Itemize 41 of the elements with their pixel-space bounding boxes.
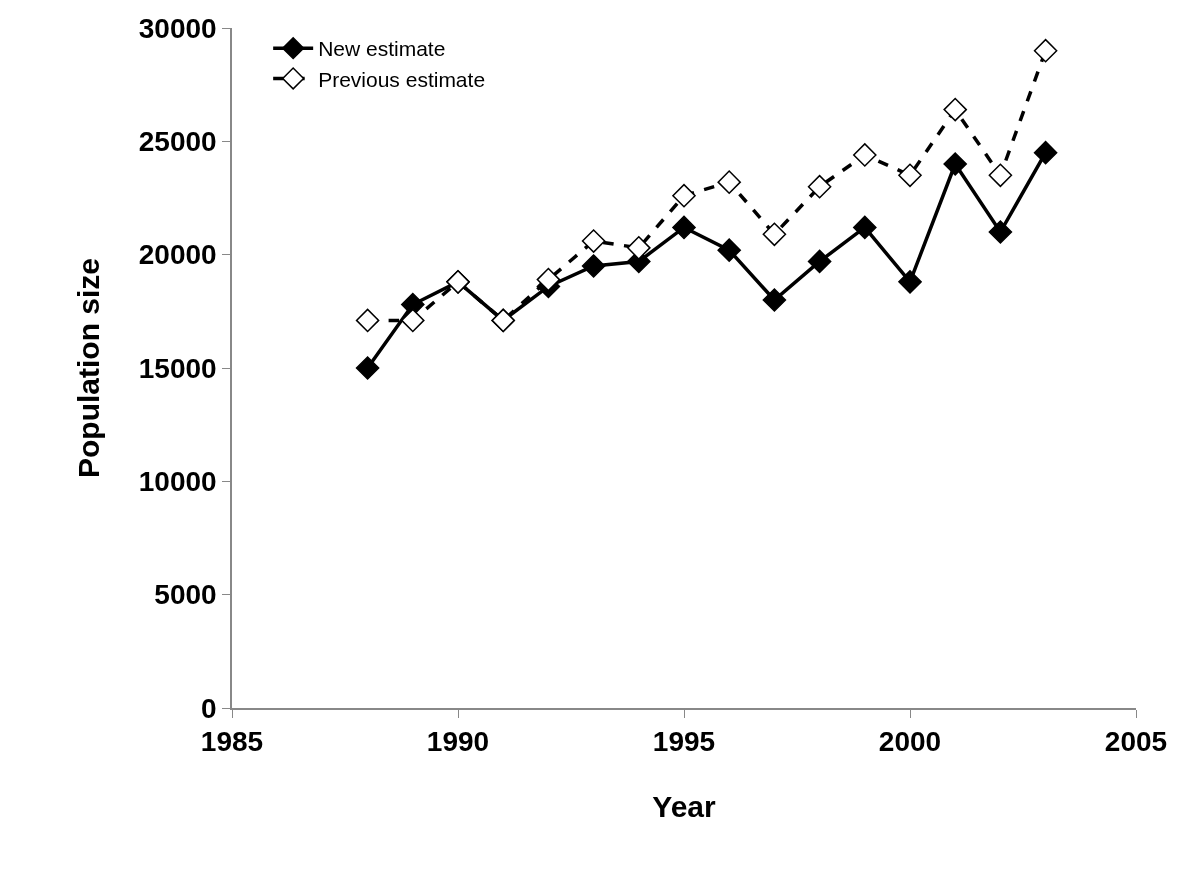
y-tick-label: 20000 [138, 239, 217, 271]
legend-label: New estimate [318, 37, 446, 61]
point [853, 215, 877, 240]
point [717, 238, 741, 262]
point [762, 222, 787, 247]
point [807, 249, 832, 274]
point [853, 143, 877, 167]
x-tick-label: 1985 [200, 726, 264, 758]
x-tick-label: 1995 [652, 726, 716, 758]
point [943, 152, 967, 176]
y-tick-label: 10000 [138, 466, 217, 498]
point [717, 170, 741, 194]
y-tick-label: 5000 [154, 579, 217, 611]
point [581, 254, 606, 278]
point [401, 308, 425, 333]
x-tick-label: 2005 [1104, 726, 1168, 758]
point [807, 174, 832, 199]
point [988, 220, 1013, 244]
point [1033, 38, 1058, 63]
y-tick-label: 15000 [138, 352, 217, 384]
y-tick-label: 30000 [138, 12, 217, 44]
x-tick-label: 1990 [426, 726, 490, 758]
point [898, 270, 922, 294]
point [581, 229, 606, 253]
point [762, 288, 787, 312]
point [627, 236, 651, 260]
legend-label: Previous estimate [318, 67, 486, 91]
point [943, 97, 967, 122]
point [536, 267, 561, 292]
x-axis-title: Year [652, 790, 717, 824]
y-tick-label: 25000 [138, 126, 217, 158]
point [988, 163, 1013, 188]
point [672, 183, 696, 208]
y-tick-label: 0 [201, 692, 217, 724]
point [355, 308, 380, 333]
y-axis-title: Population size [72, 257, 106, 479]
point [898, 163, 922, 188]
x-tick-label: 2000 [878, 726, 942, 758]
point [355, 356, 380, 380]
point [1033, 140, 1058, 165]
point [672, 215, 696, 240]
